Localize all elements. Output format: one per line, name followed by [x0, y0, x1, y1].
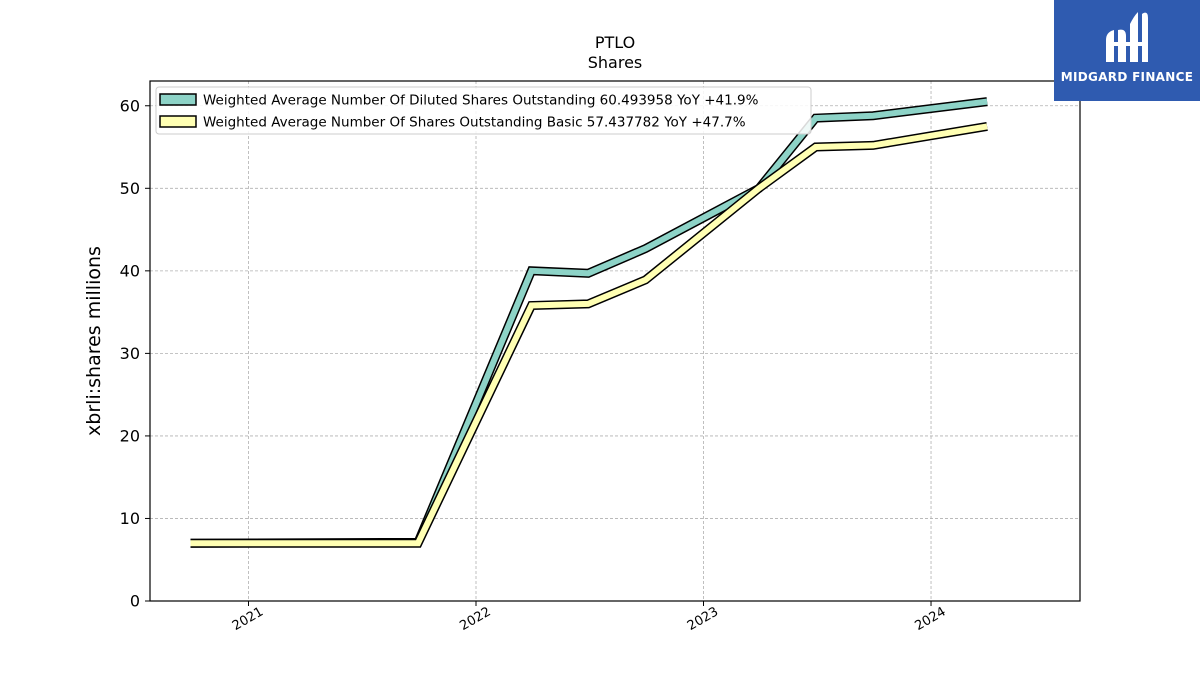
series-lines [190, 97, 988, 548]
legend-swatch-basic [159, 115, 197, 128]
legend-label-basic: Weighted Average Number Of Shares Outsta… [203, 115, 746, 131]
legend: Weighted Average Number Of Diluted Share… [155, 86, 812, 135]
legend-label-diluted: Weighted Average Number Of Diluted Share… [203, 93, 759, 109]
series-0-line [190, 98, 988, 547]
y-tick-label: 50 [120, 179, 140, 198]
series-0 [190, 97, 988, 548]
y-axis-label: xbrli:shares millions [83, 246, 105, 436]
legend-box [155, 86, 812, 135]
y-tick-label: 40 [120, 261, 140, 280]
logo-mark-icon [1106, 12, 1148, 63]
plot-frame [149, 80, 1081, 602]
logo-text: MIDGARD FINANCE [1061, 70, 1193, 84]
y-tick-label: 10 [120, 509, 140, 528]
y-axis-ticks: 0 10 20 30 40 50 60 [120, 96, 150, 611]
y-tick-label: 0 [130, 592, 140, 611]
y-tick-label: 30 [120, 344, 140, 363]
y-tick-label: 20 [120, 426, 140, 445]
legend-swatch-diluted [159, 93, 197, 106]
chart-title: PTLO [595, 33, 635, 52]
series-1 [190, 121, 988, 548]
series-1-line [190, 123, 988, 547]
logo-background [1054, 0, 1200, 101]
midgard-finance-logo: MIDGARD FINANCE [1054, 0, 1200, 101]
chart-subtitle: Shares [588, 53, 643, 72]
y-tick-label: 60 [120, 96, 140, 115]
